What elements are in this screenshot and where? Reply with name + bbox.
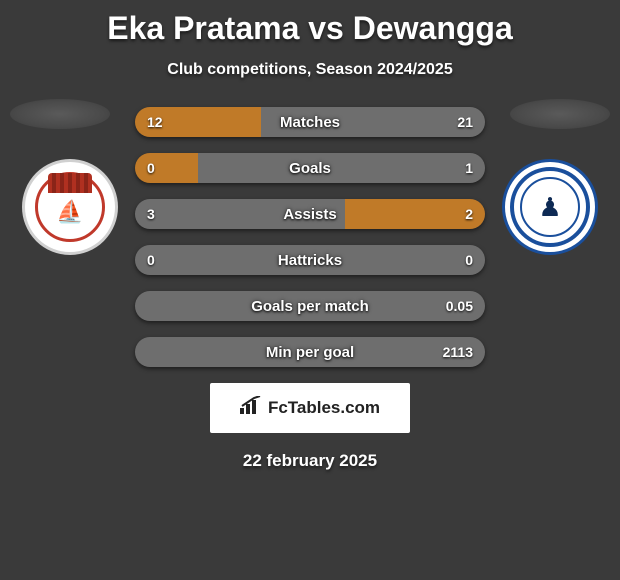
bar-segment-right [135,291,485,321]
bar-segment-left [135,245,310,275]
bar-segment-left [135,107,261,137]
bar-segment-right [345,199,485,229]
bar-segment-left [135,199,345,229]
brand-box: FcTables.com [210,383,410,433]
bar-segment-right [135,337,485,367]
bar-track [135,199,485,229]
bar-track [135,245,485,275]
shadow-oval-right [510,99,610,129]
brand-text: FcTables.com [268,398,380,418]
bar-segment-left [135,153,198,183]
shadow-oval-left [10,99,110,129]
team-badge-right: ♟ [502,159,598,255]
stat-bar-row: Assists32 [135,199,485,229]
bar-track [135,153,485,183]
stat-bar-row: Hattricks00 [135,245,485,275]
bar-track [135,291,485,321]
stat-bar-row: Goals01 [135,153,485,183]
bar-track [135,107,485,137]
psm-crest: ⛵ [35,172,105,242]
stat-bar-row: Min per goal2113 [135,337,485,367]
stat-bar-row: Goals per match0.05 [135,291,485,321]
page-title: Eka Pratama vs Dewangga [0,0,620,47]
chart-icon [240,396,262,420]
bar-segment-right [261,107,485,137]
monument-icon: ♟ [538,192,561,223]
date-label: 22 february 2025 [0,451,620,471]
bar-segment-right [198,153,485,183]
comparison-arena: ⛵ ♟ Matches1221 Goals01 Assists32 Hattricks… [0,107,620,367]
stat-bars: Matches1221 Goals01 Assists32 Hattricks00 Go… [135,107,485,367]
stat-bar-row: Matches1221 [135,107,485,137]
bar-segment-right [310,245,485,275]
bar-track [135,337,485,367]
boat-icon: ⛵ [56,199,83,225]
season-subtitle: Club competitions, Season 2024/2025 [0,61,620,79]
psis-crest: ♟ [510,167,590,247]
team-badge-left: ⛵ [22,159,118,255]
